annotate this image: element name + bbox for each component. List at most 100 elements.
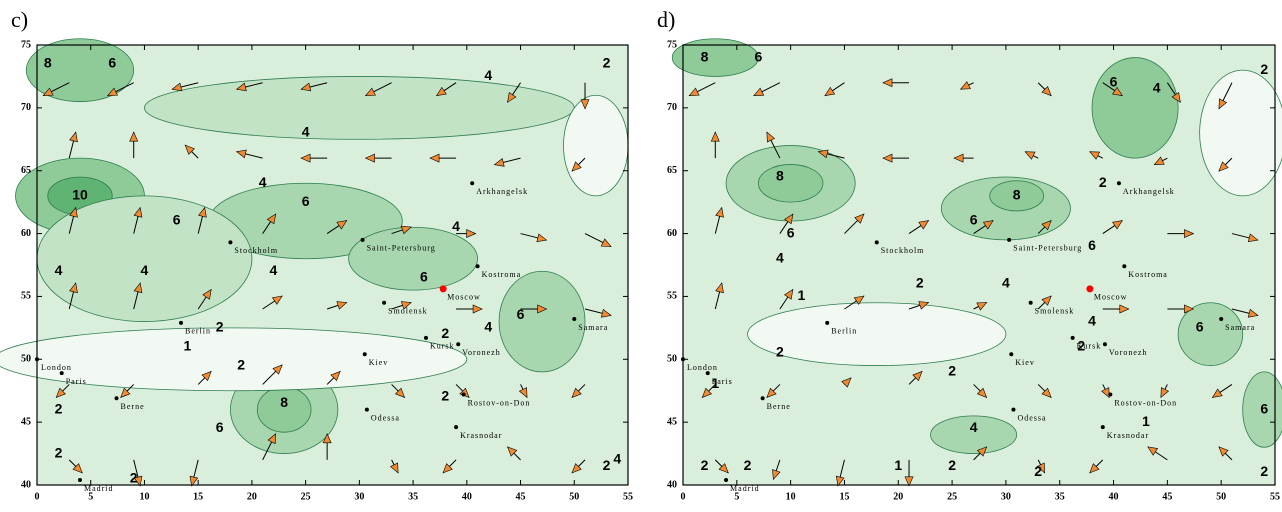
x-tick-label: 20 <box>893 491 903 502</box>
wind-arrow-head <box>982 220 994 230</box>
x-tick-label: 40 <box>1109 491 1119 502</box>
contour-label: 2 <box>441 325 449 341</box>
city-name: Berne <box>767 402 791 411</box>
y-tick-label: 75 <box>667 39 677 50</box>
contour-label: 4 <box>452 218 460 234</box>
wind-arrow-head <box>976 302 988 311</box>
wind-arrow-head <box>784 213 794 225</box>
wind-arrow-head <box>1247 233 1259 243</box>
city-marker <box>760 396 765 401</box>
contour-area <box>1199 69 1282 197</box>
contour-label: 2 <box>55 444 63 460</box>
city-marker <box>1028 300 1033 305</box>
contour-area <box>1091 57 1179 159</box>
wind-arrow-head <box>537 304 548 314</box>
contour-label: 4 <box>141 262 149 278</box>
city-marker <box>228 240 233 245</box>
city-name: Arkhangelsk <box>476 187 528 196</box>
contour-label: 1 <box>711 375 719 391</box>
x-tick-label: 55 <box>1270 491 1280 502</box>
wind-arrow-head <box>42 87 54 97</box>
city-name: Berlin <box>831 327 857 336</box>
wind-arrow-head <box>1024 151 1036 160</box>
wind-arrow-head <box>1089 151 1101 160</box>
contour-area <box>25 38 135 102</box>
wind-arrow-head <box>364 87 376 97</box>
contour-label: 4 <box>613 451 621 467</box>
city-name: Odessa <box>371 413 400 422</box>
wind-arrow-head <box>69 282 78 294</box>
wind-arrow-head <box>442 463 453 474</box>
y-tick-label: 75 <box>21 39 31 50</box>
city-name: London <box>41 363 72 372</box>
city-marker <box>1011 407 1016 412</box>
contour-area <box>498 270 586 373</box>
contour-label: 4 <box>55 262 63 278</box>
contour-label: 2 <box>776 344 784 360</box>
contour-area <box>757 164 824 203</box>
city-marker <box>470 181 475 186</box>
wind-arrow-head <box>55 387 66 398</box>
contour-area <box>930 415 1018 454</box>
contour-label: 6 <box>1196 319 1204 335</box>
contour-label: 2 <box>55 400 63 416</box>
x-tick-label: 45 <box>516 491 526 502</box>
frame <box>36 44 629 486</box>
wind-arrow-head <box>1041 387 1052 398</box>
contour-area <box>671 38 759 77</box>
x-tick-label: 40 <box>462 491 472 502</box>
city-name: London <box>687 363 718 372</box>
contour-label: 4 <box>259 174 267 190</box>
wind-arrow-head <box>198 206 207 218</box>
x-tick-label: 10 <box>139 491 149 502</box>
wind-arrow-head <box>1119 304 1130 314</box>
wind-arrow-head <box>918 220 930 230</box>
contour-label: 4 <box>484 67 492 83</box>
contour-label: 6 <box>970 212 978 228</box>
wind-arrow-head <box>753 87 765 97</box>
contour-label: 1 <box>184 337 192 353</box>
city-name: Kiev <box>369 358 389 367</box>
wind-arrow-head <box>1211 388 1223 398</box>
wind-arrow-head <box>235 149 247 159</box>
wind-arrow-head <box>435 86 447 97</box>
contour-label: 4 <box>1002 275 1010 291</box>
contour-label: 2 <box>701 457 709 473</box>
wind-arrow-head <box>1041 85 1052 97</box>
contour-label: 2 <box>1260 463 1268 479</box>
y-tick-label: 60 <box>21 228 31 239</box>
wind-arrow-head <box>715 282 724 294</box>
wind-arrow-head <box>120 387 131 398</box>
contour-label: 2 <box>237 356 245 372</box>
wind-arrow-head <box>300 82 312 92</box>
wind-arrow-head <box>1218 98 1228 110</box>
wind-arrow-head <box>1036 462 1046 474</box>
y-tick-label: 40 <box>667 479 677 490</box>
panel-label: d) <box>657 7 675 32</box>
wind-arrow-head <box>784 288 794 300</box>
wind-arrow-head <box>1218 446 1229 457</box>
city-name: Moscow <box>1094 293 1128 302</box>
city-marker <box>1086 285 1094 293</box>
y-tick-label: 55 <box>21 291 31 302</box>
city-marker <box>1070 335 1075 340</box>
contour-area <box>0 327 468 392</box>
wind-arrow-head <box>772 469 781 481</box>
wind-arrow-head <box>1184 304 1195 314</box>
contour-area <box>563 94 629 197</box>
city-name: Paris <box>66 377 87 386</box>
wind-arrow-head <box>718 463 729 474</box>
wind-arrow-head <box>400 301 412 310</box>
city-name: Stockholm <box>881 246 925 255</box>
wind-arrow-head <box>272 364 283 375</box>
contour-area <box>144 76 575 140</box>
city-marker <box>1108 392 1113 397</box>
panel-label: c) <box>11 7 28 32</box>
wind-arrow-head <box>1247 308 1259 318</box>
city-marker <box>1100 425 1105 430</box>
city-marker <box>360 237 365 242</box>
wind-arrow-head <box>201 370 212 382</box>
y-tick-label: 65 <box>21 165 31 176</box>
contour-area <box>348 226 478 291</box>
city-marker <box>825 320 830 325</box>
